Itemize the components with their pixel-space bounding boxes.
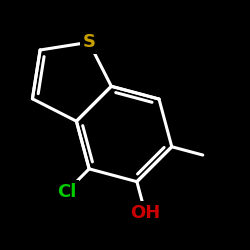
Text: OH: OH [130, 204, 160, 222]
Text: Cl: Cl [57, 182, 76, 200]
Text: S: S [82, 33, 96, 51]
